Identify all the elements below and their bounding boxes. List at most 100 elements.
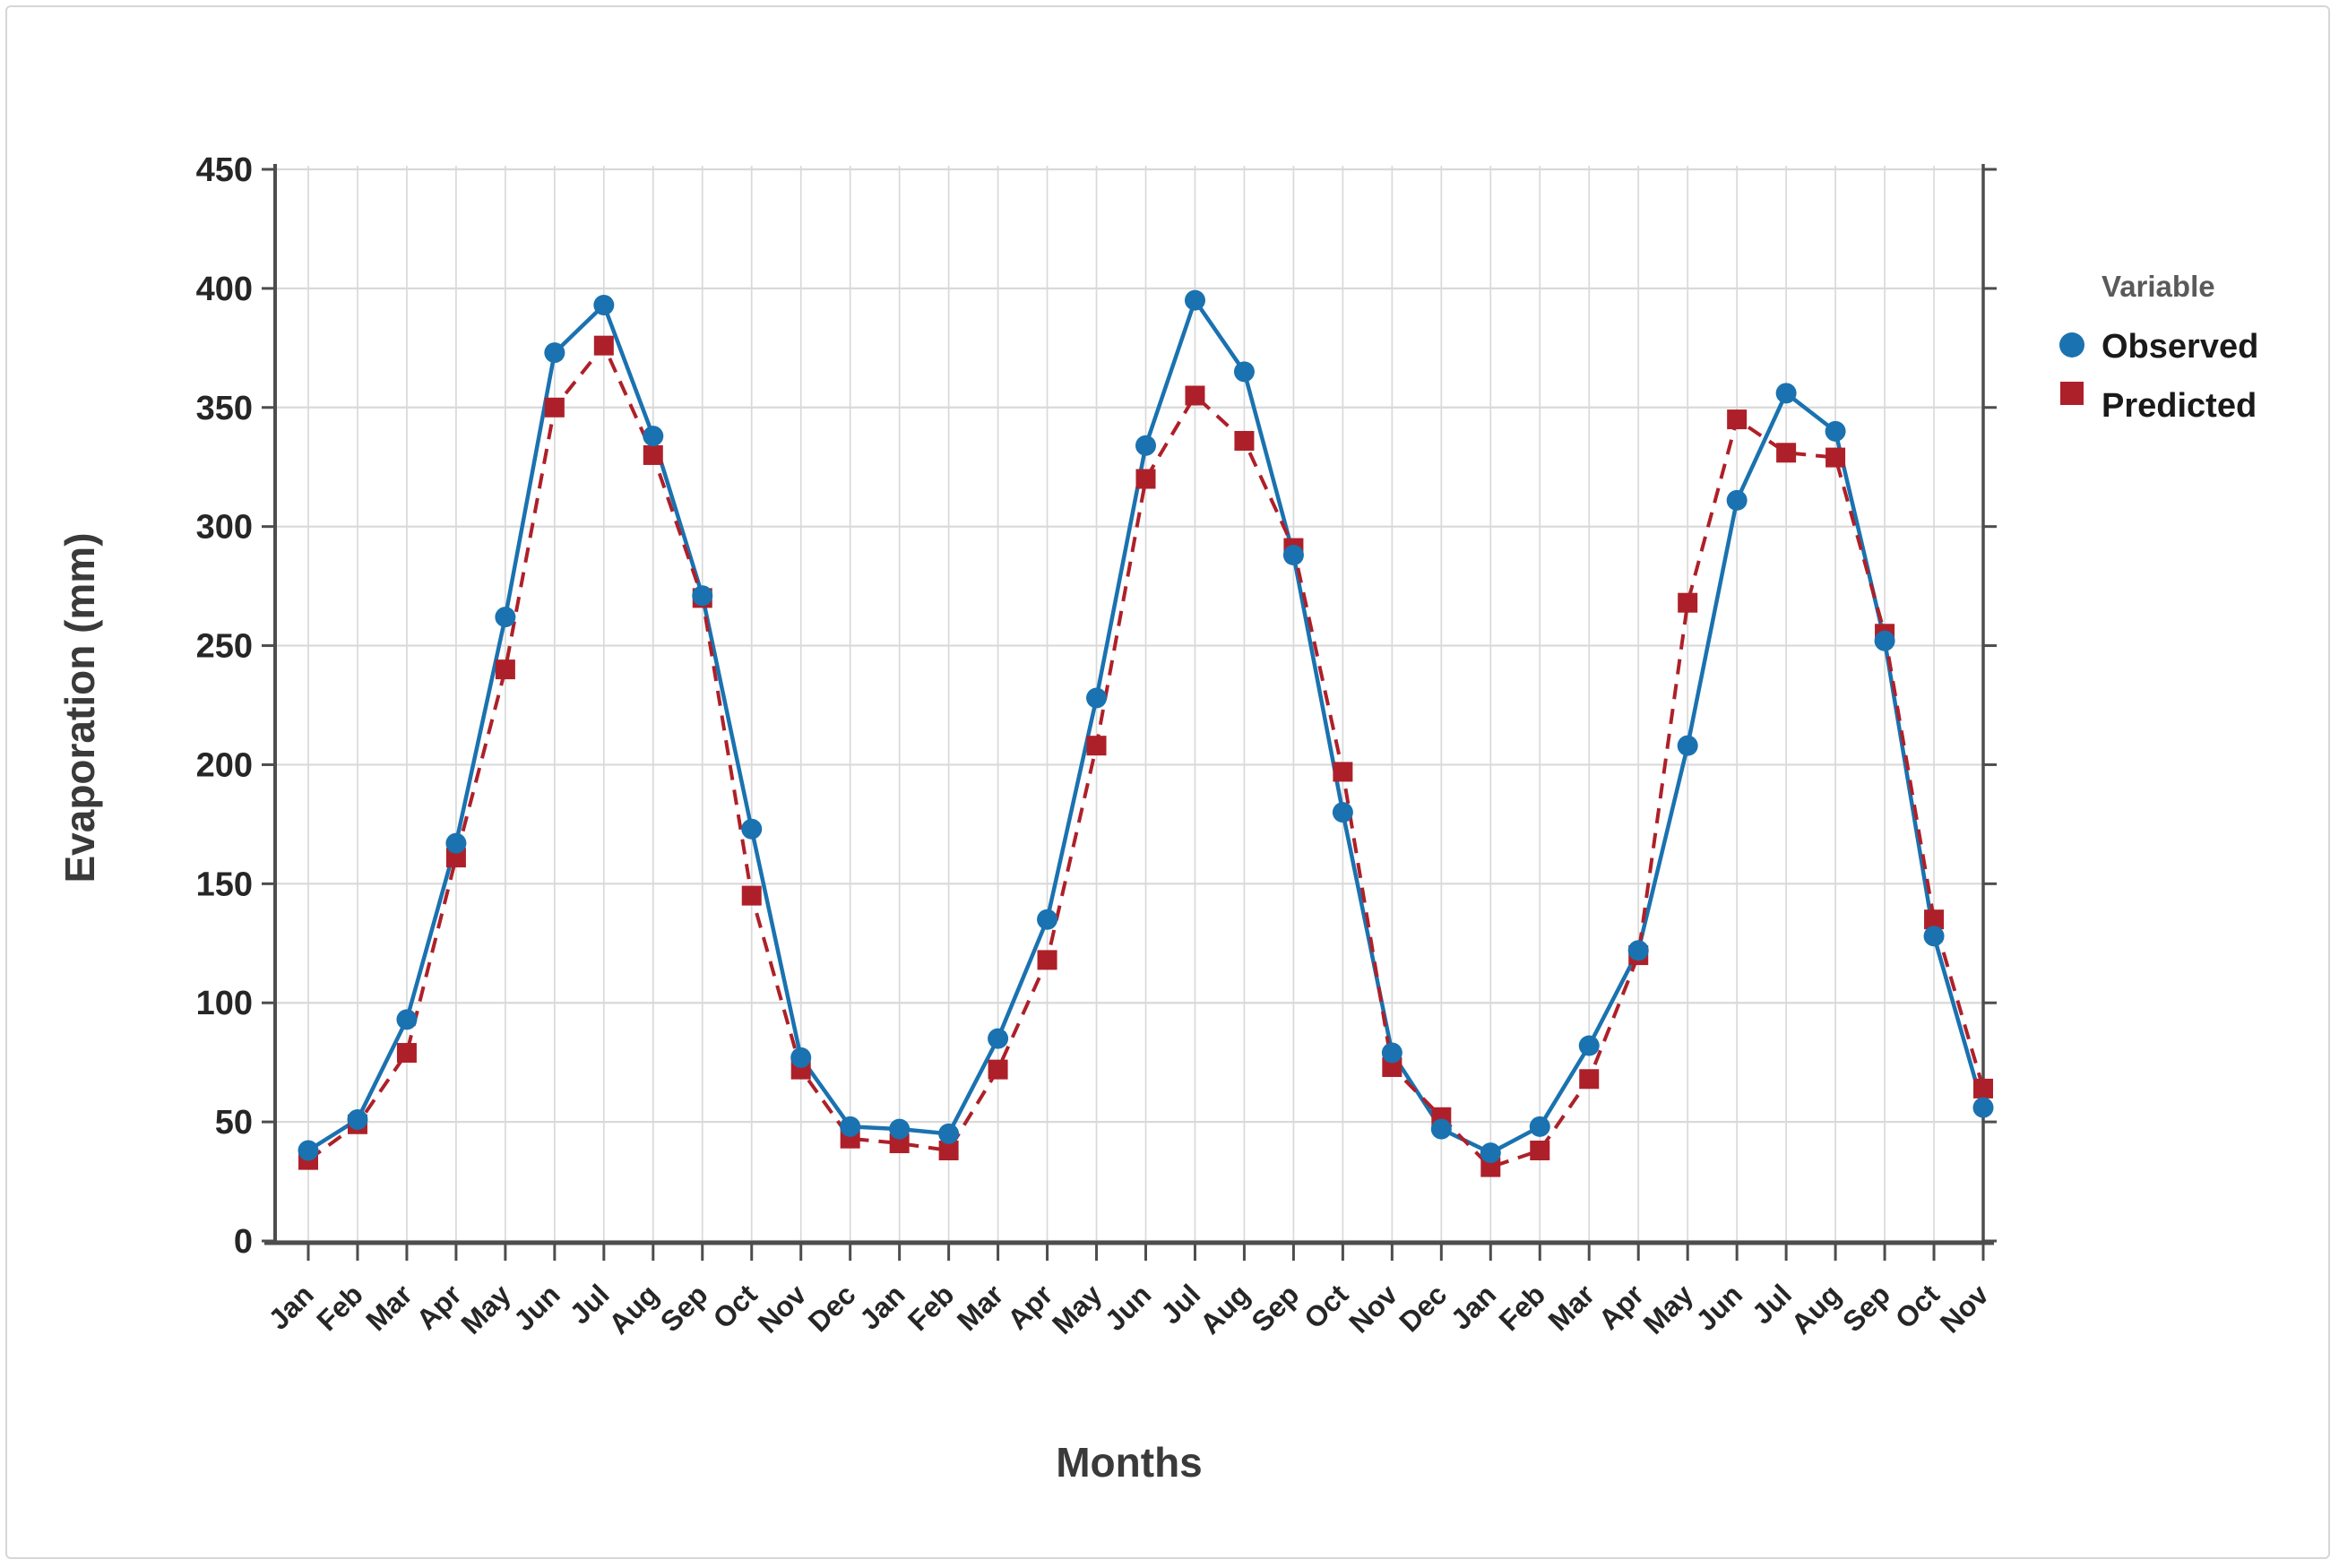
- predicted-square-marker: [1530, 1141, 1550, 1161]
- x-tick-label: May: [1637, 1278, 1700, 1340]
- x-tick-label: Feb: [902, 1278, 961, 1337]
- data-series: [298, 289, 1994, 1177]
- x-tick-label: Jun: [1099, 1278, 1158, 1337]
- predicted-square-marker: [1234, 430, 1255, 451]
- predicted-square-marker: [1480, 1157, 1501, 1177]
- observed-circle-marker: [1775, 383, 1797, 404]
- x-tick-label: Oct: [1889, 1278, 1946, 1334]
- x-tick-label: May: [1046, 1278, 1109, 1340]
- x-axis-title: Months: [1056, 1439, 1203, 1486]
- observed-circle-marker: [889, 1118, 911, 1140]
- x-tick-label: Mar: [951, 1278, 1010, 1337]
- y-tick-label: 100: [196, 985, 253, 1022]
- x-tick-label: Nov: [1934, 1278, 1995, 1339]
- observed-circle-marker: [938, 1123, 960, 1144]
- observed-circle-marker: [445, 832, 467, 854]
- observed-circle-marker: [495, 607, 516, 628]
- x-tick-label: Oct: [1298, 1278, 1354, 1334]
- y-tick-label: 50: [215, 1104, 253, 1142]
- observed-circle-marker: [988, 1028, 1009, 1049]
- observed-circle-marker: [593, 294, 615, 315]
- x-tick-label: May: [454, 1278, 517, 1340]
- predicted-square-marker: [495, 659, 515, 680]
- y-tick-label: 350: [196, 390, 253, 427]
- x-tick-label: Aug: [1194, 1278, 1256, 1340]
- x-tick-label: Oct: [707, 1278, 764, 1334]
- x-tick-label: Feb: [310, 1278, 369, 1337]
- predicted-line: [306, 343, 1985, 1169]
- x-tick-label: Dec: [1393, 1278, 1453, 1338]
- y-tick-label: 250: [196, 628, 253, 666]
- y-axis-title: Evaporation (mm): [56, 532, 103, 883]
- observed-circle-marker: [1923, 926, 1945, 947]
- x-tick-label: Jan: [853, 1278, 911, 1335]
- legend: Variable Observed Predicted: [2059, 270, 2258, 425]
- observed-circle-marker: [840, 1116, 861, 1137]
- x-tick-label: Jan: [263, 1278, 320, 1335]
- observed-circle-marker: [1874, 630, 1895, 651]
- observed-circle-marker: [1825, 420, 1846, 442]
- y-tick-label: 150: [196, 866, 253, 903]
- x-tick-label: Aug: [1785, 1278, 1847, 1340]
- observed-circle-marker: [1430, 1118, 1452, 1140]
- observed-circle-marker: [298, 1140, 319, 1161]
- predicted-square-marker: [544, 397, 565, 418]
- y-tick-label: 300: [196, 509, 253, 547]
- predicted-square-marker: [1185, 385, 1205, 406]
- predicted-square-marker: [988, 1059, 1008, 1080]
- x-tick-label: Nov: [1342, 1278, 1403, 1339]
- x-tick-label: Mar: [1541, 1278, 1601, 1337]
- x-tick-label: Feb: [1493, 1278, 1552, 1337]
- observed-circle-marker: [1578, 1035, 1600, 1056]
- observed-circle-marker: [692, 585, 713, 607]
- predicted-square-marker: [741, 885, 762, 906]
- predicted-square-marker: [889, 1133, 910, 1154]
- figure-frame: [5, 5, 2330, 1559]
- predicted-square-marker: [643, 444, 663, 465]
- predicted-square-marker: [1037, 950, 1057, 970]
- x-tick-label: Sep: [1245, 1278, 1305, 1338]
- observed-circle-marker: [1381, 1042, 1403, 1064]
- x-tick-label: Apr: [1001, 1278, 1058, 1335]
- x-tick-label: Apr: [410, 1278, 467, 1335]
- observed-circle-marker: [1135, 435, 1156, 456]
- predicted-square-marker: [1825, 447, 1846, 468]
- predicted-square-marker: [1924, 909, 1945, 930]
- predicted-square-marker: [1678, 592, 1698, 613]
- predicted-square-marker: [1973, 1078, 1993, 1098]
- legend-observed-circle-icon: [2059, 332, 2084, 358]
- x-tick-label: Apr: [1592, 1278, 1650, 1335]
- observed-circle-marker: [1480, 1142, 1501, 1164]
- predicted-square-marker: [1086, 736, 1107, 756]
- observed-circle-marker: [643, 426, 664, 447]
- x-tick-label: Jan: [1445, 1278, 1502, 1335]
- predicted-square-marker: [1135, 469, 1156, 489]
- observed-circle-marker: [1726, 489, 1748, 511]
- observed-circle-marker: [1086, 687, 1108, 709]
- x-tick-label: Dec: [802, 1278, 862, 1338]
- predicted-square-marker: [396, 1043, 417, 1064]
- observed-circle-marker: [741, 818, 763, 840]
- predicted-square-marker: [1333, 762, 1353, 782]
- x-tick-label: Sep: [1836, 1278, 1896, 1338]
- x-tick-label: Nov: [751, 1278, 812, 1339]
- predicted-square-marker: [1727, 409, 1748, 430]
- axes: [262, 164, 1997, 1261]
- predicted-square-marker: [1776, 443, 1797, 463]
- x-tick-label: Jun: [1689, 1278, 1748, 1337]
- y-tick-label: 450: [196, 151, 253, 189]
- legend-predicted-square-icon: [2060, 382, 2084, 405]
- x-tick-label: Jun: [507, 1278, 566, 1337]
- observed-circle-marker: [544, 342, 565, 364]
- observed-circle-marker: [1677, 735, 1698, 756]
- observed-circle-marker: [347, 1108, 368, 1130]
- observed-circle-marker: [1037, 909, 1058, 930]
- observed-circle-marker: [1184, 289, 1205, 311]
- legend-title: Variable: [2102, 270, 2215, 303]
- observed-circle-marker: [396, 1009, 418, 1030]
- observed-circle-marker: [1627, 940, 1649, 961]
- predicted-square-marker: [593, 335, 614, 356]
- x-tick-label: Sep: [654, 1278, 714, 1338]
- y-tick-label: 0: [234, 1223, 253, 1261]
